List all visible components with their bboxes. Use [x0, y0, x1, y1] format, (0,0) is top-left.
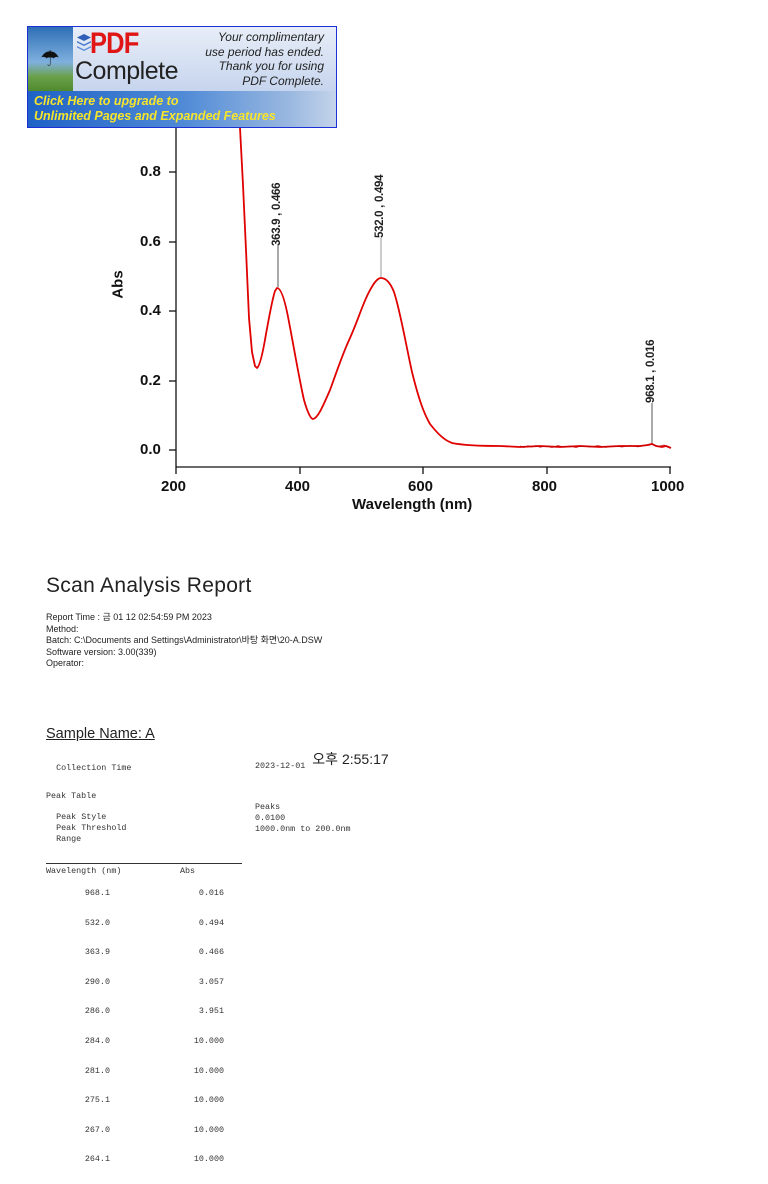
report-method: Method: [46, 623, 79, 634]
wavelength-cell: 267.0 [84, 1124, 110, 1135]
table-row: 267.0 10.000 [46, 1125, 242, 1135]
banner-note-line: PDF Complete. [242, 73, 324, 88]
range-row: Range 1000.0nm to 200.0nm [46, 824, 350, 854]
upgrade-link-line1[interactable]: Click Here to upgrade to [34, 94, 179, 108]
table-row: 363.9 0.466 [46, 947, 242, 957]
report-software-version: Software version: 3.00(339) [46, 646, 157, 657]
collection-time-label: Collection Time [56, 763, 132, 773]
collection-time-row: Collection Time 2023-12-01 오후 2:55:17 [46, 751, 389, 783]
peak-style-label: Peak Style [56, 812, 107, 822]
peak-table-label: Peak Table [46, 791, 97, 801]
column-header-wavelength: Wavelength (nm) [46, 866, 122, 876]
x-tick-label: 400 [285, 478, 311, 495]
wavelength-cell: 290.0 [84, 976, 110, 987]
peak-threshold-value: 0.0100 [255, 813, 286, 823]
banner-photo: ☂ [28, 27, 73, 91]
table-row: 264.1 10.000 [46, 1154, 242, 1164]
sample-name-heading: Sample Name: A [46, 726, 155, 742]
range-label: Range [56, 834, 82, 844]
banner-note-line: Your complimentary [217, 30, 324, 44]
peak-annotation: 363.9 , 0.466 [271, 182, 283, 246]
abs-cell: 3.951 [198, 1006, 224, 1017]
wavelength-cell: 264.1 [84, 1154, 110, 1165]
layers-icon [77, 34, 91, 51]
table-row: 281.0 10.000 [46, 1066, 242, 1076]
table-row: 286.0 3.951 [46, 1006, 242, 1016]
upgrade-link-line2[interactable]: Unlimited Pages and Expanded Features [34, 109, 276, 123]
x-tick-label: 600 [408, 478, 434, 495]
abs-cell: 10.000 [193, 1035, 224, 1046]
banner-note-line: Thank you for using [218, 59, 324, 73]
table-row: 284.0 10.000 [46, 1036, 242, 1046]
peak-table: Wavelength (nm) Abs 968.1 0.016 532.0 0.49… [46, 846, 242, 1164]
table-row: 290.0 3.057 [46, 977, 242, 987]
wavelength-cell: 363.9 [84, 947, 110, 958]
abs-cell: 10.000 [193, 1095, 224, 1106]
abs-cell: 10.000 [193, 1154, 224, 1165]
y-tick-label: 0.4 [140, 302, 161, 319]
wavelength-cell: 281.0 [84, 1065, 110, 1076]
report-batch: Batch: C:\Documents and Settings\Adminis… [46, 635, 323, 645]
header-divider [46, 863, 242, 864]
x-tick-label: 200 [161, 478, 187, 495]
y-tick-label: 0.8 [140, 163, 161, 180]
y-tick-label: 0.6 [140, 233, 161, 250]
person-with-umbrella-icon: ☂ [40, 47, 60, 72]
absorbance-chart: 0.0 0.2 0.4 0.6 0.8 200 400 600 800 1000… [0, 0, 768, 540]
upgrade-banner[interactable]: ☂ PDF Complete Your complimentary use pe… [27, 26, 337, 128]
report-operator: Operator: [46, 658, 85, 668]
abs-cell: 0.494 [198, 917, 224, 928]
complete-logo-text: Complete [75, 57, 179, 85]
wavelength-cell: 284.0 [84, 1035, 110, 1046]
report-metadata: Report Time : 금 01 12 02:54:59 PM 2023 M… [46, 612, 322, 670]
x-tick-label: 1000 [651, 478, 685, 495]
spectrum-curve [239, 127, 672, 449]
chart-plot-area [169, 127, 672, 474]
peak-threshold-row: Peak Threshold 0.0100 [46, 813, 285, 843]
report-title: Scan Analysis Report [46, 574, 252, 597]
abs-cell: 0.016 [198, 888, 224, 898]
upgrade-link[interactable]: Click Here to upgrade to Unlimited Pages… [28, 91, 336, 127]
x-ticks [175, 467, 671, 474]
wavelength-cell: 286.0 [84, 1006, 110, 1017]
abs-cell: 3.057 [198, 976, 224, 987]
table-row: 968.1 0.016 [46, 888, 242, 898]
collection-time-value: 2023-12-01 오후 2:55:17 [255, 751, 389, 773]
report-time: Report Time : 금 01 12 02:54:59 PM 2023 [46, 612, 212, 622]
abs-cell: 10.000 [193, 1124, 224, 1135]
peak-threshold-label: Peak Threshold [56, 823, 127, 833]
peak-style-row: Peak Style Peaks [46, 802, 280, 832]
y-tick-label: 0.0 [140, 441, 161, 458]
pdf-logo-text: PDF [90, 27, 139, 60]
spectrum-noise [519, 443, 671, 449]
table-row: 275.1 10.000 [46, 1095, 242, 1105]
abs-cell: 0.466 [198, 947, 224, 958]
x-tick-label: 800 [532, 478, 558, 495]
peak-table-header: Wavelength (nm) Abs [46, 866, 242, 878]
banner-note-line: use period has ended. [205, 44, 324, 59]
table-row: 532.0 0.494 [46, 918, 242, 928]
collection-date: 2023-12-01 [255, 761, 306, 771]
peak-annotation: 532.0 , 0.494 [374, 174, 386, 238]
column-header-abs: Abs [180, 866, 196, 876]
peak-annotation: 968.1 , 0.016 [645, 339, 657, 403]
range-value: 1000.0nm to 200.0nm [255, 824, 351, 834]
collection-clock: 오후 2:55:17 [312, 751, 389, 767]
wavelength-cell: 968.1 [84, 888, 110, 898]
y-axis-label: Abs [109, 270, 127, 299]
x-axis-label: Wavelength (nm) [352, 496, 473, 513]
peak-style-value: Peaks [255, 802, 281, 812]
peak-table-body: 968.1 0.016 532.0 0.494 363.9 0.466 290.0 3.… [46, 868, 242, 1184]
wavelength-cell: 532.0 [84, 917, 110, 928]
abs-cell: 10.000 [193, 1065, 224, 1076]
wavelength-cell: 275.1 [84, 1095, 110, 1106]
banner-note: Your complimentary use period has ended.… [205, 30, 324, 88]
y-ticks [169, 171, 176, 451]
y-tick-label: 0.2 [140, 372, 161, 389]
